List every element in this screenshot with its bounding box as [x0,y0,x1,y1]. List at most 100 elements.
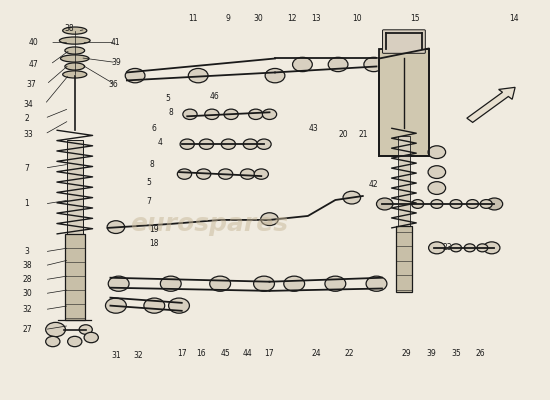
Text: 47: 47 [29,60,38,69]
Text: 15: 15 [410,14,420,23]
Circle shape [411,200,424,208]
Circle shape [428,166,446,178]
Circle shape [188,68,208,83]
Text: 23: 23 [443,243,453,252]
Text: 2: 2 [25,114,29,123]
Circle shape [106,298,127,313]
Circle shape [265,68,285,83]
Circle shape [46,336,60,347]
Circle shape [477,244,488,252]
Bar [65,234,85,320]
Circle shape [224,109,238,120]
Text: 39: 39 [111,58,121,67]
Circle shape [261,213,278,226]
Circle shape [125,68,145,83]
Circle shape [161,276,181,291]
Text: 38: 38 [64,24,74,33]
Circle shape [431,200,443,208]
Text: 13: 13 [311,14,321,23]
Text: 1: 1 [25,200,29,208]
Circle shape [79,325,92,334]
Circle shape [249,109,263,120]
Text: 16: 16 [196,349,206,358]
Circle shape [254,169,268,179]
Text: 40: 40 [29,38,38,47]
Circle shape [108,276,129,291]
Text: 22: 22 [344,349,354,358]
Text: 12: 12 [287,14,296,23]
Text: 44: 44 [243,349,252,358]
Text: 27: 27 [22,325,32,334]
Text: 42: 42 [369,180,378,188]
Text: 33: 33 [23,130,33,139]
Text: 19: 19 [150,225,159,234]
Circle shape [366,276,387,291]
Text: 17: 17 [177,349,186,358]
Circle shape [450,244,461,252]
Circle shape [243,139,257,149]
Text: 30: 30 [22,289,32,298]
Text: 28: 28 [23,275,32,284]
Circle shape [183,109,197,120]
Text: 36: 36 [108,80,118,89]
Circle shape [240,169,255,179]
Circle shape [486,198,503,210]
Text: 6: 6 [152,124,157,133]
Circle shape [284,276,305,291]
Text: 11: 11 [188,14,197,23]
Text: 5: 5 [146,178,151,186]
Circle shape [168,298,189,313]
Text: eurospares: eurospares [130,212,288,236]
Circle shape [144,298,165,313]
Text: 37: 37 [26,80,36,89]
Text: 21: 21 [358,130,367,139]
Ellipse shape [60,55,89,62]
Text: 41: 41 [111,38,120,47]
Text: 31: 31 [111,351,120,360]
Ellipse shape [65,63,85,70]
Text: 20: 20 [339,130,348,139]
Circle shape [84,332,98,343]
Circle shape [325,276,346,291]
Text: 10: 10 [353,14,362,23]
Text: 3: 3 [25,247,30,256]
Bar [398,136,410,244]
Text: 24: 24 [311,349,321,358]
FancyArrow shape [467,87,515,122]
Circle shape [257,139,271,149]
Text: 14: 14 [509,14,519,23]
Text: 34: 34 [23,100,33,109]
Circle shape [428,242,445,254]
Text: 29: 29 [402,349,411,358]
Bar [379,48,428,156]
Text: 32: 32 [133,351,142,360]
Circle shape [177,169,191,179]
Circle shape [46,322,65,337]
Text: 8: 8 [149,160,154,169]
Ellipse shape [59,37,90,44]
FancyBboxPatch shape [383,30,425,53]
Circle shape [293,57,312,72]
Circle shape [450,200,462,208]
Text: 26: 26 [476,349,486,358]
Text: 8: 8 [168,108,173,117]
Text: 5: 5 [166,94,170,103]
Text: 35: 35 [451,349,461,358]
Text: 30: 30 [254,14,263,23]
Circle shape [107,221,125,234]
Circle shape [199,139,213,149]
Circle shape [180,139,194,149]
Circle shape [254,276,274,291]
Circle shape [218,169,233,179]
Circle shape [68,336,82,347]
Circle shape [377,198,393,210]
Bar [67,140,83,264]
Text: 45: 45 [221,349,230,358]
Circle shape [464,244,475,252]
Text: 17: 17 [265,349,274,358]
Text: 46: 46 [210,92,219,101]
Text: 9: 9 [226,14,231,23]
Circle shape [221,139,235,149]
Text: 4: 4 [157,138,162,147]
Text: 32: 32 [22,305,32,314]
